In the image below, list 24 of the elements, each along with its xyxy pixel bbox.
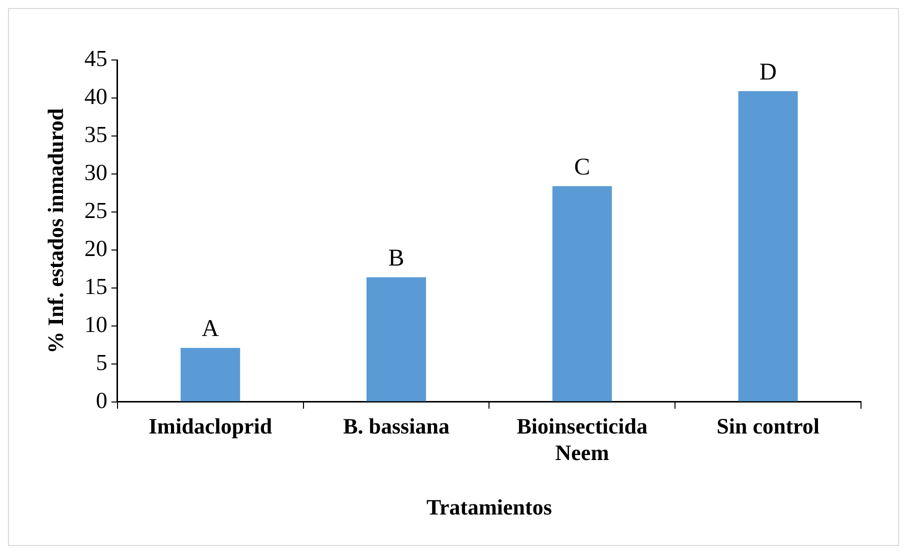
y-axis-title: % Inf. estados inmadurod: [42, 108, 68, 354]
y-tick-label: 0: [96, 388, 108, 413]
annotation: A: [202, 316, 220, 342]
bar: [738, 91, 798, 402]
y-tick-label: 35: [84, 122, 108, 147]
x-tick-label: Bioinsecticida Neem: [516, 414, 648, 466]
x-tick-label: Imidacloprid: [148, 414, 272, 439]
y-tick-label: 25: [84, 198, 108, 223]
y-tick-label: 45: [84, 46, 108, 72]
annotation: B: [388, 246, 404, 272]
bar: [552, 186, 612, 402]
bar: [366, 277, 426, 402]
y-tick-label: 10: [84, 312, 108, 337]
y-tick-label: 15: [84, 274, 108, 299]
x-tick-label: Sin control: [716, 414, 820, 439]
bar: [180, 348, 240, 402]
y-tick-label: 40: [84, 84, 108, 110]
annotation: C: [574, 154, 590, 180]
annotation: D: [759, 59, 777, 86]
y-tick-label: 30: [84, 160, 108, 185]
x-tick-label: B. bassiana: [343, 414, 450, 439]
x-axis-title: Tratamientos: [426, 494, 552, 520]
y-tick-label: 20: [84, 236, 108, 261]
y-tick-label: 5: [96, 350, 108, 375]
